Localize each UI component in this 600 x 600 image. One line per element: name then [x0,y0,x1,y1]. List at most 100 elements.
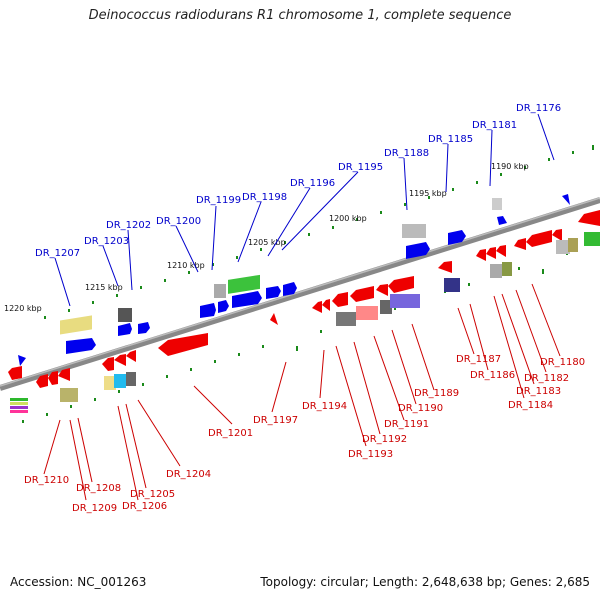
forward-gene[interactable] [406,242,430,259]
reverse-gene[interactable] [552,229,562,241]
reverse-feature-grey[interactable] [336,312,356,326]
reverse-gene[interactable] [350,286,374,302]
reverse-feature-multicolor[interactable] [10,410,28,413]
reverse-gene[interactable] [332,292,348,307]
forward-gene[interactable] [562,194,570,205]
forward-label-leaders [54,113,555,307]
reverse-feature-green[interactable] [584,232,600,246]
reverse-gene[interactable] [388,276,414,293]
reverse-gene-label[interactable]: DR_1182 [524,373,569,384]
forward-gene-label[interactable]: DR_1202 [106,220,151,231]
reverse-feature-multicolor[interactable] [10,402,28,405]
forward-gene-label[interactable]: DR_1185 [428,134,473,145]
reverse-gene-label[interactable]: DR_1197 [253,415,298,426]
reverse-gene[interactable] [578,210,600,226]
reverse-feature-multicolor[interactable] [10,406,28,409]
reverse-gene-label[interactable]: DR_1192 [362,434,407,445]
reverse-gene[interactable] [376,284,388,296]
forward-gene[interactable] [138,322,150,334]
forward-gene-label[interactable]: DR_1176 [516,103,561,114]
forward-feature-grey[interactable] [118,308,132,322]
forward-gene-label[interactable]: DR_1181 [472,120,517,131]
reverse-feature-purple[interactable] [390,294,420,308]
reverse-gene[interactable] [496,245,506,257]
reverse-feature-olive[interactable] [568,238,578,252]
reverse-gene[interactable] [514,238,526,250]
forward-gene[interactable] [266,286,281,299]
forward-gene-label[interactable]: DR_1198 [242,192,287,203]
forward-features [60,198,502,335]
reverse-gene[interactable] [36,374,48,388]
reverse-gene[interactable] [114,354,126,366]
reverse-gene-label[interactable]: DR_1193 [348,449,393,460]
reverse-gene[interactable] [526,230,552,247]
reverse-gene-label[interactable]: DR_1201 [208,428,253,439]
reverse-feature-navy[interactable] [444,278,460,292]
forward-gene[interactable] [283,282,297,296]
reverse-feature-multicolor[interactable] [10,398,28,401]
reverse-feature-olive[interactable] [502,262,512,276]
reverse-gene-label[interactable]: DR_1191 [384,419,429,430]
reverse-gene[interactable] [58,368,70,381]
reverse-gene-label[interactable]: DR_1187 [456,354,501,365]
forward-gene[interactable] [497,216,507,225]
reverse-feature-olive[interactable] [60,388,78,402]
reverse-gene-label[interactable]: DR_1205 [130,489,175,500]
reverse-gene[interactable] [476,249,486,261]
forward-gene-label[interactable]: DR_1203 [84,236,129,247]
reverse-gene[interactable] [322,299,330,311]
reverse-gene[interactable] [8,366,22,380]
forward-gene-label[interactable]: DR_1196 [290,178,335,189]
forward-feature-grey[interactable] [214,284,226,298]
reverse-gene-label[interactable]: DR_1180 [540,357,585,368]
reverse-gene-label[interactable]: DR_1183 [516,386,561,397]
reverse-gene-label[interactable]: DR_1190 [398,403,443,414]
forward-gene-label[interactable]: DR_1195 [338,162,383,173]
reverse-feature-grey[interactable] [380,300,392,314]
reverse-gene-label[interactable]: DR_1206 [122,501,167,512]
reverse-gene[interactable] [438,261,452,273]
reverse-gene[interactable] [126,350,136,362]
forward-gene[interactable] [232,291,262,308]
reverse-feature-cyan[interactable] [114,374,126,388]
reverse-gene-label[interactable]: DR_1208 [76,483,121,494]
forward-feature-grey[interactable] [492,198,502,210]
reverse-gene-label[interactable]: DR_1189 [414,388,459,399]
forward-gene[interactable] [200,303,216,318]
reverse-feature-pink[interactable] [356,306,378,320]
reverse-gene-label[interactable]: DR_1204 [166,469,211,480]
reverse-feature-grey[interactable] [126,372,136,386]
forward-gene-label[interactable]: DR_1199 [196,195,241,206]
forward-gene[interactable] [218,300,229,313]
forward-gene-label[interactable]: DR_1200 [156,216,201,227]
forward-gene-label[interactable]: DR_1207 [35,248,80,259]
reverse-gene[interactable] [48,371,58,385]
forward-genes [18,194,570,366]
forward-feature-yellow[interactable] [60,315,92,335]
forward-feature-grey[interactable] [402,224,426,238]
topology-summary: Topology: circular; Length: 2,648,638 bp… [260,575,590,589]
forward-gene[interactable] [66,338,96,354]
ruler-label: 1210 kbp [167,261,205,270]
ruler-label: 1195 kbp [409,189,447,198]
reverse-gene[interactable] [158,333,208,356]
reverse-gene[interactable] [102,357,114,371]
ruler-label: 1190 kbp [491,162,529,171]
forward-feature-green[interactable] [228,274,260,294]
reverse-feature-yellow[interactable] [104,376,116,390]
reverse-gene-label[interactable]: DR_1184 [508,400,553,411]
reverse-feature-grey[interactable] [556,240,570,254]
forward-gene[interactable] [18,355,26,366]
reverse-gene[interactable] [270,313,278,325]
forward-gene[interactable] [118,323,132,336]
reverse-gene[interactable] [312,301,322,313]
reverse-gene-label[interactable]: DR_1209 [72,503,117,514]
forward-gene[interactable] [448,230,466,245]
reverse-feature-grey[interactable] [490,264,502,278]
reverse-label-leaders [43,283,561,501]
reverse-gene-label[interactable]: DR_1194 [302,401,347,412]
forward-gene-label[interactable]: DR_1188 [384,148,429,159]
reverse-gene[interactable] [486,247,496,259]
reverse-gene-label[interactable]: DR_1210 [24,475,69,486]
reverse-gene-label[interactable]: DR_1186 [470,370,515,381]
